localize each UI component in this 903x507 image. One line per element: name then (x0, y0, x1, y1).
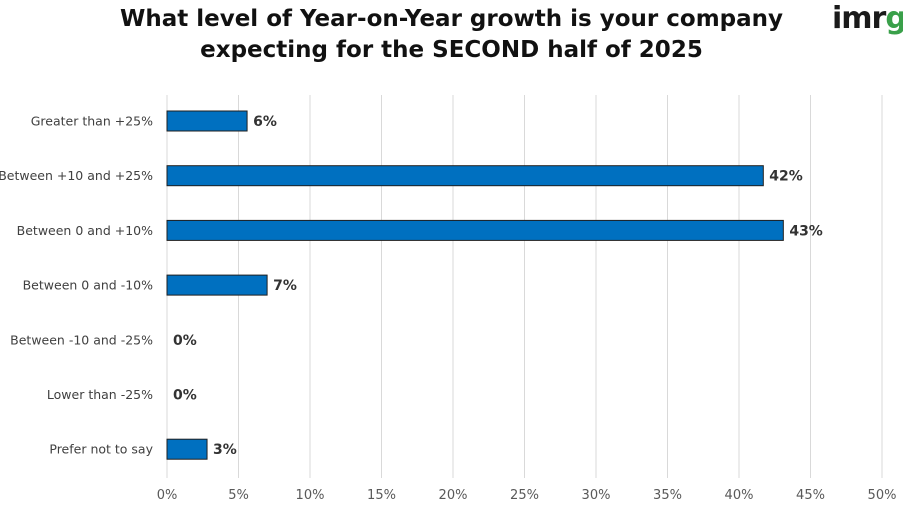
x-tick-label: 45% (796, 488, 825, 503)
data-label: 43% (789, 223, 823, 239)
chart-title: What level of Year-on-Year growth is you… (0, 4, 903, 66)
logo-text-accent: g (885, 1, 903, 36)
imrg-logo: imrg (832, 2, 903, 36)
x-tick-label: 20% (439, 488, 468, 503)
data-label: 3% (213, 442, 237, 458)
x-tick-label: 25% (510, 488, 539, 503)
category-label: Lower than -25% (47, 387, 153, 402)
category-label: Prefer not to say (49, 442, 153, 457)
x-tick-label: 15% (367, 488, 396, 503)
category-label: Between -10 and -25% (10, 332, 153, 347)
x-tick-label: 10% (296, 488, 325, 503)
bar (166, 110, 248, 132)
data-label: 42% (769, 169, 803, 185)
bar (166, 438, 208, 460)
bar (166, 274, 268, 296)
chart-title-line-2: expecting for the SECOND half of 2025 (200, 37, 703, 63)
x-tick-label: 40% (725, 488, 754, 503)
x-tick-label: 50% (868, 488, 897, 503)
x-tick-label: 5% (228, 488, 249, 503)
data-label: 0% (173, 388, 197, 404)
category-label: Between 0 and +10% (17, 223, 153, 238)
data-label: 6% (253, 114, 277, 130)
category-label: Greater than +25% (31, 114, 153, 129)
bar (166, 219, 784, 241)
chart-title-line-1: What level of Year-on-Year growth is you… (119, 6, 784, 32)
data-label: 0% (173, 333, 197, 349)
x-tick-label: 35% (653, 488, 682, 503)
bar (166, 165, 764, 187)
x-tick-label: 0% (157, 488, 178, 503)
logo-text: imr (832, 1, 886, 36)
category-label: Between +10 and +25% (0, 168, 153, 183)
x-tick-label: 30% (582, 488, 611, 503)
category-label: Between 0 and -10% (23, 278, 153, 293)
data-label: 7% (273, 278, 297, 294)
